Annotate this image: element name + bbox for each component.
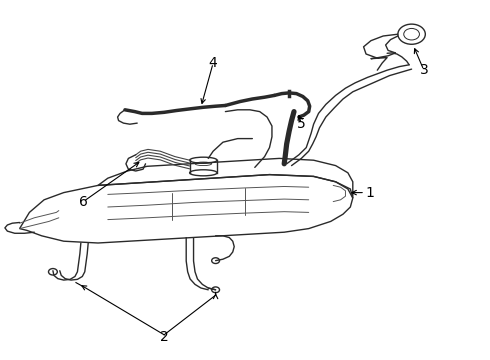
Text: 2: 2 xyxy=(160,330,169,343)
Text: 4: 4 xyxy=(209,56,218,70)
Text: 5: 5 xyxy=(297,117,306,131)
Text: 6: 6 xyxy=(79,195,88,208)
Text: 3: 3 xyxy=(419,63,428,77)
Text: 1: 1 xyxy=(366,186,374,199)
